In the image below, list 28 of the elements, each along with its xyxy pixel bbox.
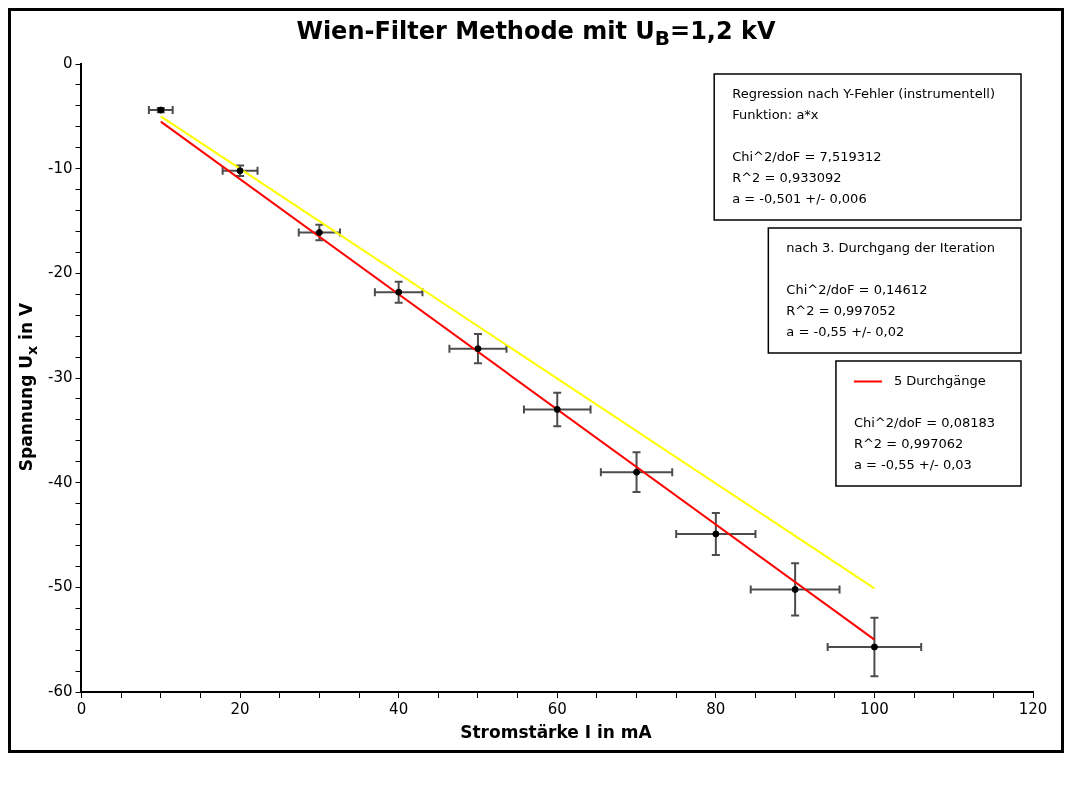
annotation: Chi^2/doF = 0,08183 R^2 = 0,997062 a = -0,55 +/- 0,03 bbox=[853, 414, 996, 472]
x-axis-title: Stromstärke I in mA bbox=[459, 721, 653, 744]
x-tick-label: 120 bbox=[1018, 699, 1048, 718]
y-tick-label: 0 bbox=[62, 53, 73, 72]
legend-label: 5 Durchgänge bbox=[893, 372, 986, 388]
x-tick-label: 100 bbox=[860, 699, 889, 718]
point bbox=[395, 288, 403, 296]
y-tick-label: -40 bbox=[48, 472, 73, 491]
text: nach 3. Durchgang der Iteration Chi^2/doF = 0,14612 R^2 = 0,997052 a = -0,55 +/- 0,02 bbox=[786, 239, 996, 339]
y-tick-label: -10 bbox=[48, 158, 73, 177]
point bbox=[870, 643, 878, 651]
y-tick-label: -20 bbox=[48, 263, 73, 282]
x-tick-label: 40 bbox=[389, 699, 409, 718]
y-tick-label: -60 bbox=[48, 681, 73, 700]
x-tick-label: 20 bbox=[230, 699, 250, 718]
y-tick-label: -30 bbox=[48, 367, 73, 386]
text: Regression nach Y-Fehler (instrumentell) Funktion: a*x Chi^2/doF = 7,519312 R^2 = 0,933092 a = -0,501 +/- 0,006 bbox=[732, 85, 995, 206]
y-tick-label: -50 bbox=[48, 577, 73, 596]
point bbox=[474, 344, 482, 352]
chart-title: Wien-Filter Methode mit U$_{B}$=1,2 kV bbox=[295, 16, 777, 52]
x-tick-label: 80 bbox=[706, 699, 726, 718]
point bbox=[315, 228, 323, 236]
point bbox=[553, 405, 561, 413]
point bbox=[633, 468, 641, 476]
point bbox=[712, 530, 720, 538]
point bbox=[791, 585, 799, 593]
x-tick-label: 60 bbox=[547, 699, 567, 718]
x-tick-label: 0 bbox=[76, 699, 87, 718]
